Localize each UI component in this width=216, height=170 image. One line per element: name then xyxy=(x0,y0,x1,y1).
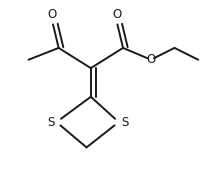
Text: O: O xyxy=(146,53,156,66)
Text: O: O xyxy=(112,8,121,21)
Text: S: S xyxy=(121,116,128,129)
Text: S: S xyxy=(47,116,54,129)
Text: O: O xyxy=(48,8,57,21)
